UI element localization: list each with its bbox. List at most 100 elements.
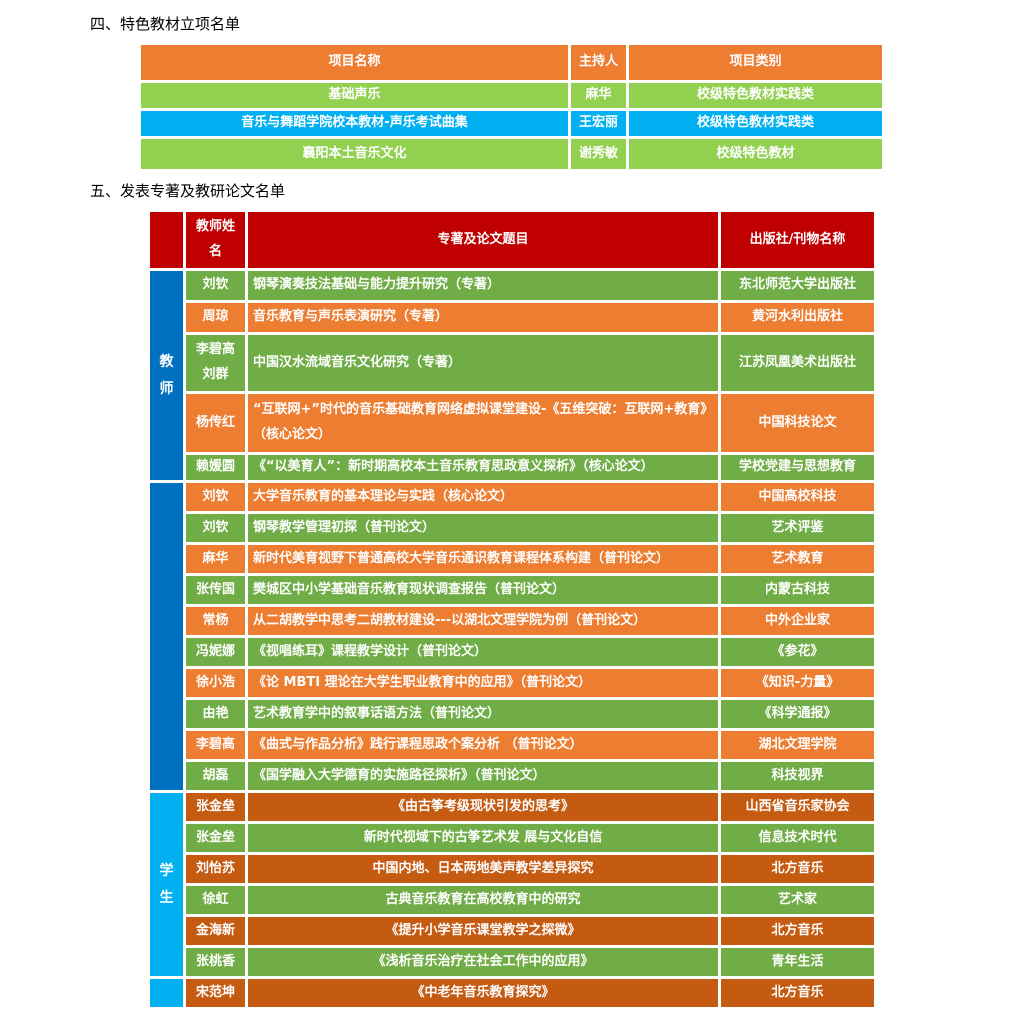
- table-row: 赖媛圆 《“以美育人”：新时期高校本土音乐教育思政意义探析》（核心论文） 学校党建与…: [150, 455, 874, 480]
- group-label: [150, 483, 183, 790]
- cell-name: 襄阳本土音乐文化: [141, 139, 568, 169]
- table-row: 教师 刘钦 钢琴演奏技法基础与能力提升研究（专著） 东北师范大学出版社: [150, 271, 874, 480]
- cell-name: 冯妮娜: [186, 638, 245, 666]
- table-row: 学生 张金垒 《由古筝考级现状引发的思考》 山西省音乐家协会: [150, 793, 874, 976]
- header-project-type: 项目类别: [629, 45, 882, 80]
- cell-name: 赖媛圆: [186, 455, 245, 480]
- cell-pub: 学校党建与思想教育: [721, 455, 874, 480]
- cell-name: 音乐与舞蹈学院校本教材-声乐考试曲集: [141, 111, 568, 136]
- cell-name: 徐小浩: [186, 669, 245, 697]
- table-row: 冯妮娜 《视唱练耳》课程教学设计（普刊论文） 《参花》: [150, 638, 874, 666]
- header-group: [150, 212, 183, 268]
- header-project-name: 项目名称: [141, 45, 568, 80]
- table-row: 常杨 从二胡教学中思考二胡教材建设---以湖北文理学院为例（普刊论文） 中外企业家: [150, 607, 874, 635]
- cell-title: 艺术教育学中的叙事话语方法（普刊论文）: [248, 700, 718, 728]
- cell-pub: 中外企业家: [721, 607, 874, 635]
- cell-name: 李碧高 刘群: [186, 335, 245, 391]
- cell-name: 胡磊: [186, 762, 245, 790]
- table-row: 刘钦 钢琴教学管理初探（普刊论文） 艺术评鉴: [150, 514, 874, 542]
- cell-pub: 《科学通报》: [721, 700, 874, 728]
- cell-title: 《中老年音乐教育探究》: [248, 979, 718, 1007]
- table-row: 宋范坤 《中老年音乐教育探究》 北方音乐: [150, 979, 874, 1007]
- cell-type: 校级特色教材: [629, 139, 882, 169]
- cell-name: 张传国: [186, 576, 245, 604]
- cell-title: 古典音乐教育在高校教育中的研究: [248, 886, 718, 914]
- cell-pub: 《参花》: [721, 638, 874, 666]
- cell-title: 从二胡教学中思考二胡教材建设---以湖北文理学院为例（普刊论文）: [248, 607, 718, 635]
- header-teacher-name: 教师姓名: [186, 212, 245, 268]
- cell-name: 麻华: [186, 545, 245, 573]
- cell-pub: 《知识-力量》: [721, 669, 874, 697]
- table-row: 襄阳本土音乐文化 谢秀敏 校级特色教材: [141, 139, 882, 169]
- cell-host: 麻华: [571, 83, 626, 108]
- cell-name: 杨传红: [186, 394, 245, 452]
- cell-name: 金海新: [186, 917, 245, 945]
- table-row: 由艳 艺术教育学中的叙事话语方法（普刊论文） 《科学通报》: [150, 700, 874, 728]
- cell-pub: 黄河水利出版社: [721, 303, 874, 332]
- table-row: 徐小浩 《论 MBTI 理论在大学生职业教育中的应用》（普刊论文） 《知识-力量》: [150, 669, 874, 697]
- cell-title: 《提升小学音乐课堂教学之探微》: [248, 917, 718, 945]
- cell-title: “互联网+”时代的音乐基础教育网络虚拟课堂建设-《五维突破：互联网+教育》（核心…: [248, 394, 718, 452]
- header-host: 主持人: [571, 45, 626, 80]
- cell-name: 刘怡苏: [186, 855, 245, 883]
- cell-pub: 内蒙古科技: [721, 576, 874, 604]
- table-row: 胡磊 《国学融入大学德育的实施路径探析》（普刊论文） 科技视界: [150, 762, 874, 790]
- cell-pub: 中国科技论文: [721, 394, 874, 452]
- cell-name: 刘钦: [186, 483, 245, 511]
- table-row: 张传国 樊城区中小学基础音乐教育现状调查报告（普刊论文） 内蒙古科技: [150, 576, 874, 604]
- table-row: 周琼 音乐教育与声乐表演研究（专著） 黄河水利出版社: [150, 303, 874, 332]
- cell-pub: 北方音乐: [721, 855, 874, 883]
- cell-title: 钢琴教学管理初探（普刊论文）: [248, 514, 718, 542]
- cell-pub: 艺术家: [721, 886, 874, 914]
- cell-name: 周琼: [186, 303, 245, 332]
- table-row: 刘钦 大学音乐教育的基本理论与实践（核心论文） 中国高校科技: [150, 483, 874, 790]
- cell-pub: 艺术评鉴: [721, 514, 874, 542]
- cell-pub: 北方音乐: [721, 979, 874, 1007]
- cell-title: 《浅析音乐治疗在社会工作中的应用》: [248, 948, 718, 976]
- cell-title: 《论 MBTI 理论在大学生职业教育中的应用》（普刊论文）: [248, 669, 718, 697]
- cell-pub: 青年生活: [721, 948, 874, 976]
- publications-table: 教师姓名 专著及论文题目 出版社/刊物名称 教师 刘钦 钢琴演奏技法基础与能力提升研…: [147, 209, 877, 1010]
- cell-title: 《“以美育人”：新时期高校本土音乐教育思政意义探析》（核心论文）: [248, 455, 718, 480]
- cell-title: 《曲式与作品分析》践行课程思政个案分析 （普刊论文）: [248, 731, 718, 759]
- group-label: 学生: [150, 793, 183, 976]
- table-row: 刘怡苏 中国内地、日本两地美声教学差异探究 北方音乐: [150, 855, 874, 883]
- cell-name: 张桃香: [186, 948, 245, 976]
- cell-name: 刘钦: [186, 514, 245, 542]
- cell-host: 王宏丽: [571, 111, 626, 136]
- cell-pub: 东北师范大学出版社: [721, 271, 874, 300]
- cell-title: 新时代美育视野下普通高校大学音乐通识教育课程体系构建（普刊论文）: [248, 545, 718, 573]
- cell-title: 大学音乐教育的基本理论与实践（核心论文）: [248, 483, 718, 511]
- cell-title: 中国汉水流域音乐文化研究（专著）: [248, 335, 718, 391]
- table-row: 徐虹 古典音乐教育在高校教育中的研究 艺术家: [150, 886, 874, 914]
- cell-pub: 湖北文理学院: [721, 731, 874, 759]
- table-row: 张金垒 新时代视域下的古筝艺术发 展与文化自信 信息技术时代: [150, 824, 874, 852]
- header-title: 专著及论文题目: [248, 212, 718, 268]
- header-publisher: 出版社/刊物名称: [721, 212, 874, 268]
- cell-title: 《国学融入大学德育的实施路径探析》（普刊论文）: [248, 762, 718, 790]
- textbook-projects-table: 项目名称 主持人 项目类别 基础声乐 麻华 校级特色教材实践类 音乐与舞蹈学院校本教材…: [138, 42, 885, 172]
- section-4-title: 四、特色教材立项名单: [90, 15, 241, 33]
- cell-pub: 艺术教育: [721, 545, 874, 573]
- group-label: 教师: [150, 271, 183, 480]
- cell-type: 校级特色教材实践类: [629, 83, 882, 108]
- cell-name: 常杨: [186, 607, 245, 635]
- table-row: 张桃香 《浅析音乐治疗在社会工作中的应用》 青年生活: [150, 948, 874, 976]
- table-row: 麻华 新时代美育视野下普通高校大学音乐通识教育课程体系构建（普刊论文） 艺术教育: [150, 545, 874, 573]
- table-row: 金海新 《提升小学音乐课堂教学之探微》 北方音乐: [150, 917, 874, 945]
- cell-name: 徐虹: [186, 886, 245, 914]
- cell-name: 刘钦: [186, 271, 245, 300]
- section-5-title: 五、发表专著及教研论文名单: [90, 182, 286, 200]
- cell-host: 谢秀敏: [571, 139, 626, 169]
- table-row: 音乐与舞蹈学院校本教材-声乐考试曲集 王宏丽 校级特色教材实践类: [141, 111, 882, 136]
- cell-name: 宋范坤: [186, 979, 245, 1007]
- cell-name: 张金垒: [186, 793, 245, 821]
- cell-name: 张金垒: [186, 824, 245, 852]
- cell-name: 李碧高: [186, 731, 245, 759]
- table-row: 李碧高 《曲式与作品分析》践行课程思政个案分析 （普刊论文） 湖北文理学院: [150, 731, 874, 759]
- cell-name: 基础声乐: [141, 83, 568, 108]
- cell-pub: 科技视界: [721, 762, 874, 790]
- cell-type: 校级特色教材实践类: [629, 111, 882, 136]
- cell-name: 由艳: [186, 700, 245, 728]
- cell-title: 新时代视域下的古筝艺术发 展与文化自信: [248, 824, 718, 852]
